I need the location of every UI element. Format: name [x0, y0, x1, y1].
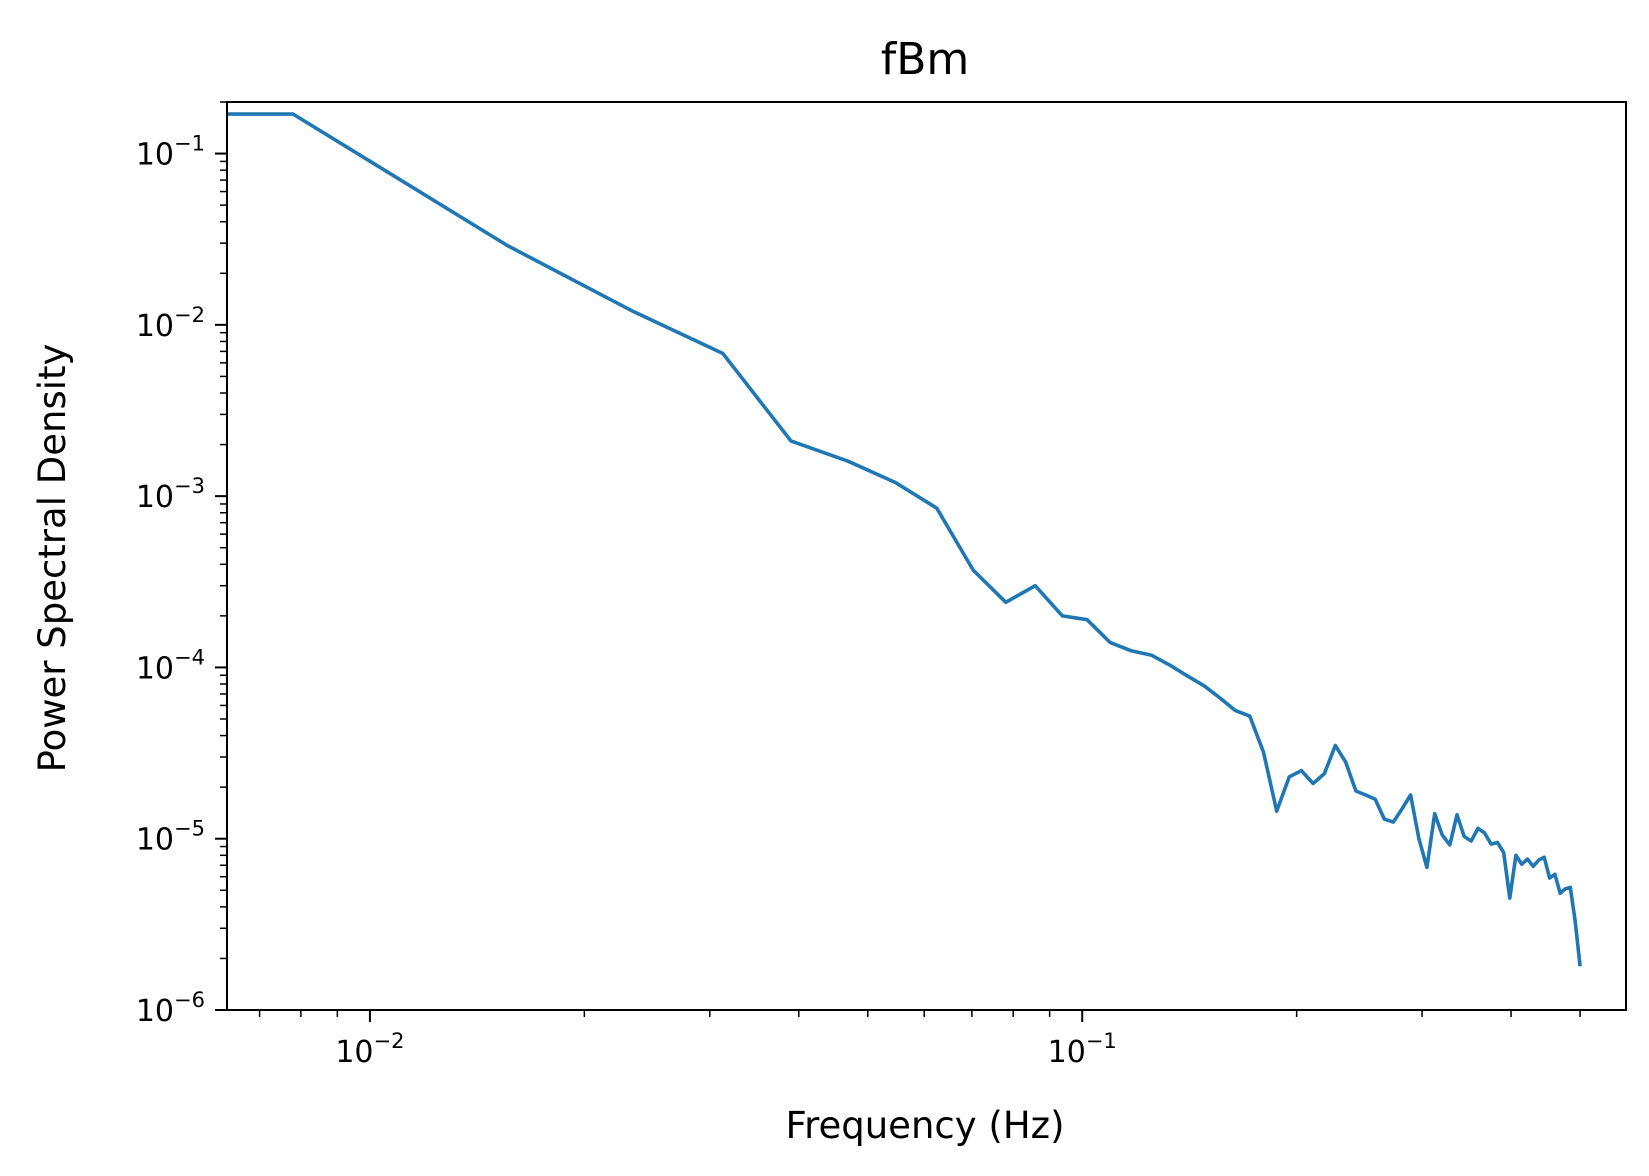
plot-area: [227, 112, 1582, 967]
y-tick-label: 10−4: [136, 645, 205, 686]
y-tick-group: 10−1 10−2 10−3 10−4 10−5 10−6: [136, 101, 227, 1029]
y-tick-label: 10−5: [136, 817, 205, 858]
x-tick-label: 10−2: [335, 1029, 404, 1070]
x-axis-label: Frequency (Hz): [785, 1104, 1064, 1147]
y-tick-label: 10−3: [136, 474, 205, 515]
y-tick-label: 10−2: [136, 303, 205, 344]
x-tick-label: 10−1: [1048, 1029, 1117, 1070]
chart-title: fBm: [881, 34, 970, 85]
x-tick-group: 10−2 10−1: [258, 1010, 1581, 1070]
y-tick-label: 10−6: [136, 988, 205, 1029]
y-tick-label: 10−1: [136, 132, 205, 173]
psd-series-line: [227, 112, 1582, 967]
y-axis-label: Power Spectral Density: [31, 344, 74, 773]
axes-frame: [226, 101, 1627, 1011]
